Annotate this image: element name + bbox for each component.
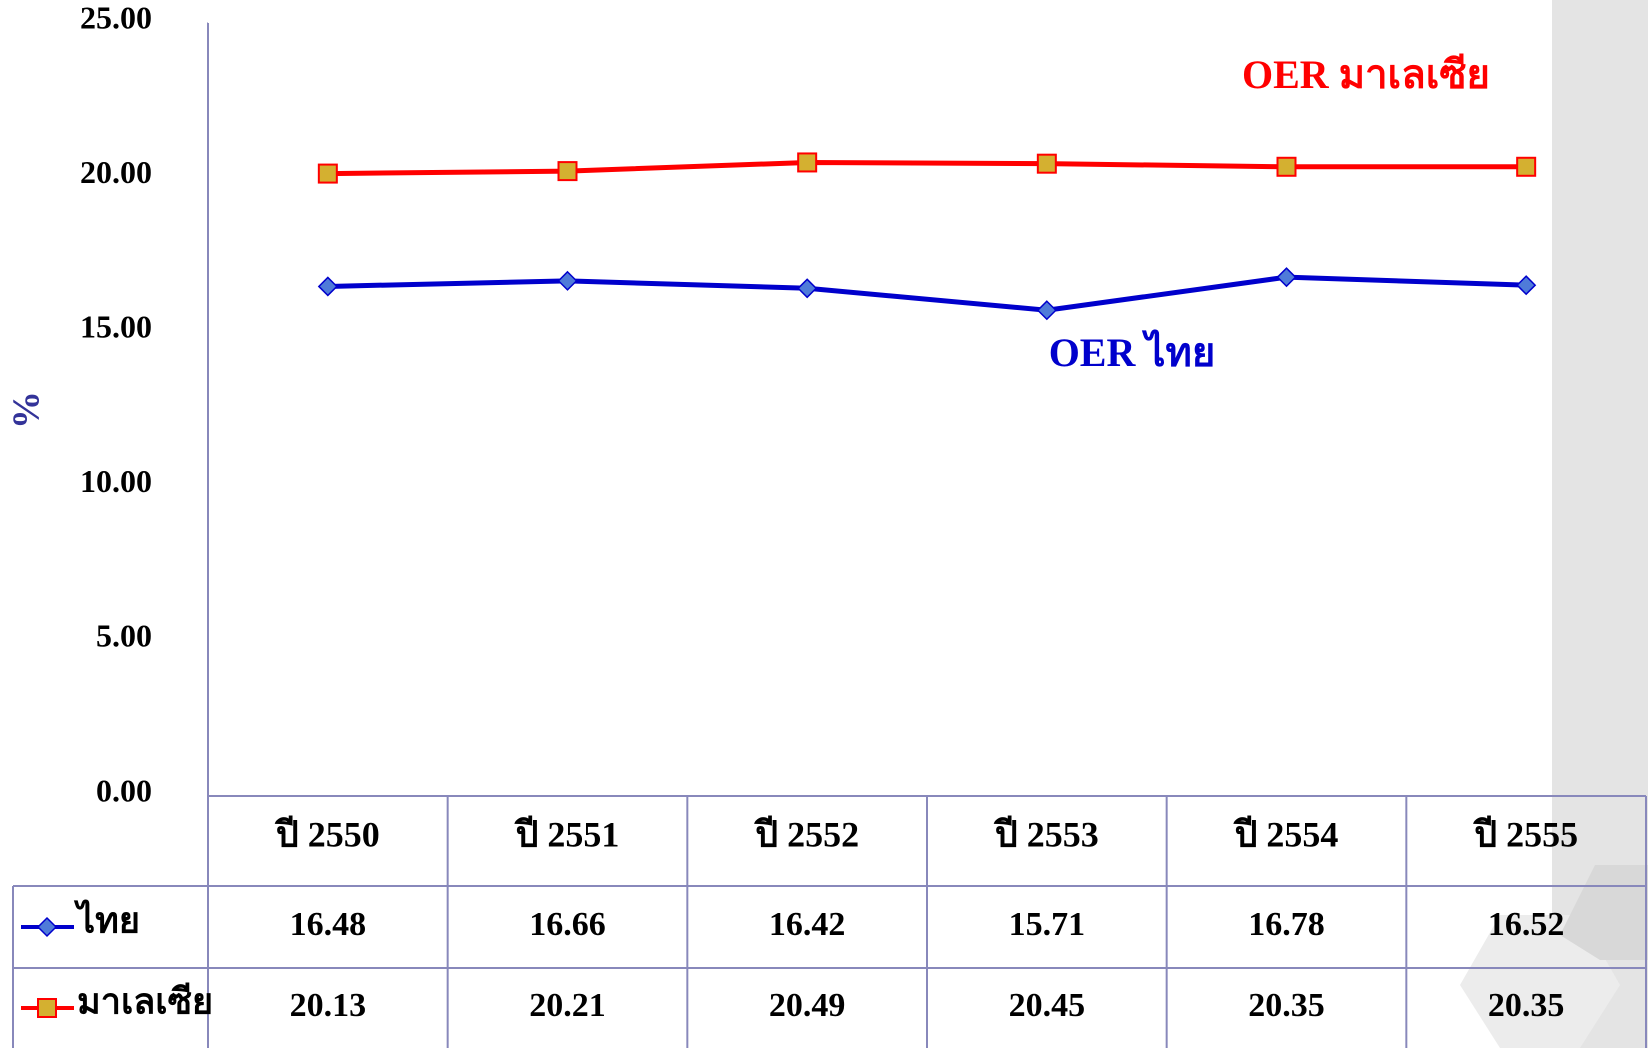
x-tick-label: ปี 2552: [754, 814, 860, 854]
hexagon-decoration: [1560, 865, 1648, 960]
y-tick-label: 5.00: [96, 618, 152, 654]
marker: [1036, 153, 1057, 174]
marker: [557, 161, 578, 182]
y-tick-label: 10.00: [80, 463, 152, 499]
marker: [1036, 300, 1057, 321]
table-value: 16.42: [769, 906, 846, 943]
x-tick-label: ปี 2555: [1473, 814, 1579, 854]
table-value: 20.35: [1488, 987, 1565, 1024]
annotation: OER มาเลเซีย: [1242, 52, 1490, 97]
table-value: 20.45: [1009, 987, 1086, 1024]
table-value: 16.48: [290, 906, 367, 943]
table-value: 15.71: [1009, 906, 1086, 943]
marker: [317, 276, 338, 297]
table-value: 20.35: [1248, 987, 1325, 1024]
y-tick-label: 15.00: [80, 309, 152, 345]
marker: [797, 152, 818, 173]
table-value: 16.78: [1248, 906, 1325, 943]
legend-label: มาเลเซีย: [77, 981, 213, 1021]
table-value: 20.49: [769, 987, 846, 1024]
table-value: 16.66: [529, 906, 606, 943]
legend-marker: [37, 998, 57, 1018]
marker: [317, 163, 338, 184]
marker: [1516, 156, 1537, 177]
legend-marker: [36, 916, 58, 938]
series-line: [327, 159, 1527, 177]
x-tick-label: ปี 2550: [274, 814, 380, 854]
y-tick-label: 25.00: [80, 0, 152, 35]
x-tick-label: ปี 2553: [993, 814, 1099, 854]
annotation: OER ไทย: [1049, 329, 1216, 375]
series-line: [327, 274, 1527, 313]
marker: [1276, 156, 1297, 177]
hexagon-decoration: [1460, 915, 1620, 1048]
x-tick-label: ปี 2551: [514, 814, 620, 854]
marker: [797, 278, 818, 299]
y-tick-label: 0.00: [96, 772, 152, 808]
marker: [557, 270, 578, 291]
table-value: 20.13: [290, 987, 367, 1024]
table-value: 20.21: [529, 987, 606, 1024]
y-tick-label: 20.00: [80, 154, 152, 190]
marker: [1276, 267, 1297, 288]
table-value: 16.52: [1488, 906, 1565, 943]
y-axis-label: %: [6, 391, 48, 429]
legend-label: ไทย: [73, 898, 140, 940]
marker: [1516, 275, 1537, 296]
x-tick-label: ปี 2554: [1233, 814, 1339, 854]
